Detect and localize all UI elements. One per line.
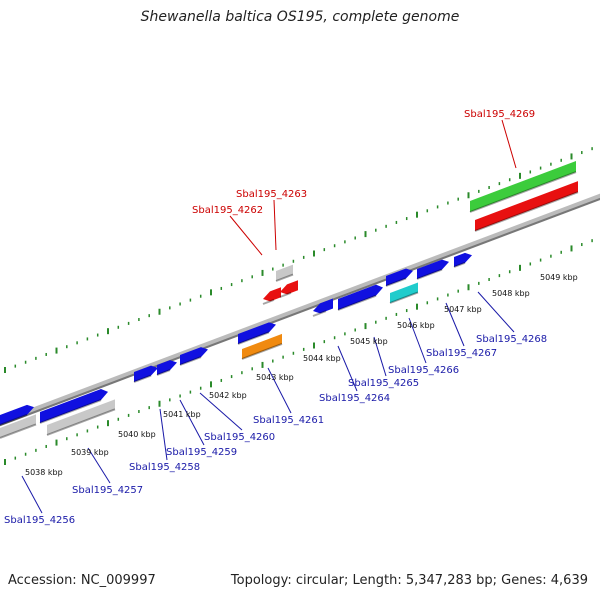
gene-label-bottom: Sbal195_4260: [204, 432, 275, 443]
leader-line: [373, 336, 387, 377]
tick-label: 5041 kbp: [163, 410, 201, 419]
tick-label: 5045 kbp: [350, 337, 388, 346]
feature-cds-4262: [262, 287, 281, 305]
feature-misc-orange: [241, 333, 283, 360]
leader-line: [199, 392, 243, 431]
gene-label-bottom: Sbal195_4256: [4, 515, 75, 526]
gene-label-bottom: Sbal195_4268: [476, 334, 547, 345]
tick-label: 5044 kbp: [303, 354, 341, 363]
gene-label-bottom: Sbal195_4265: [348, 378, 419, 389]
leader-line: [273, 199, 277, 251]
tick-label: 5042 kbp: [209, 391, 247, 400]
leader-line: [229, 215, 263, 256]
tick-label: 5049 kbp: [540, 273, 578, 282]
feature-cds-4265: [337, 284, 383, 311]
feature-cds-4257: [39, 389, 108, 424]
leader-line: [87, 447, 111, 484]
leader-line: [501, 119, 517, 169]
feature-cds-4267: [416, 259, 449, 280]
leader-line: [408, 317, 427, 364]
tick-label: 5047 kbp: [444, 305, 482, 314]
feature-cds-4266: [385, 268, 413, 287]
tick-label: 5039 kbp: [71, 448, 109, 457]
leader-line: [21, 475, 43, 514]
map-title: Shewanella baltica OS195, complete genom…: [140, 9, 460, 25]
feature-pseudo-2: [46, 399, 116, 436]
leader-line: [337, 345, 358, 392]
ruler-top: [4, 147, 593, 373]
gene-label-bottom: Sbal195_4264: [319, 393, 390, 404]
tick-label: 5048 kbp: [492, 289, 530, 298]
tick-label: 5038 kbp: [25, 468, 63, 477]
tick-label: 5040 kbp: [118, 430, 156, 439]
ruler-bottom: [4, 239, 593, 465]
tick-label: 5043 kbp: [256, 373, 294, 382]
leader-line: [477, 291, 515, 333]
leader-line: [159, 408, 168, 461]
feature-pseudo-1: [0, 414, 37, 439]
gene-label-bottom: Sbal195_4267: [426, 348, 497, 359]
labels: 5038 kbp 5039 kbp 5040 kbp 5041 kbp 5042 kbp…: [4, 109, 578, 526]
feature-cds-4268: [453, 252, 472, 268]
feature-cds-4260: [179, 347, 208, 366]
feature-cds-4263: [279, 280, 298, 298]
feature-blocks: [0, 161, 579, 439]
feature-cds-4261: [237, 322, 276, 345]
feature-cds-4259: [156, 360, 177, 376]
feature-cds-4256: [0, 404, 34, 426]
feature-rna-4269: [469, 161, 577, 213]
gene-label-bottom: Sbal195_4258: [129, 462, 200, 473]
feature-misc-cyan: [389, 282, 419, 304]
gene-label-top: Sbal195_4263: [236, 189, 307, 200]
feature-cds-4258: [133, 365, 158, 383]
gene-label-top: Sbal195_4262: [192, 205, 263, 216]
leader-line: [445, 302, 465, 347]
label-leader-lines: [21, 119, 517, 514]
gene-label-top: Sbal195_4269: [464, 109, 535, 120]
feature-cds-4264: [312, 298, 333, 317]
gene-label-bottom: Sbal195_4257: [72, 485, 143, 496]
topology-text: Topology: circular; Length: 5,347,283 bp…: [230, 573, 588, 588]
ruler-lines: [4, 147, 593, 465]
feature-pseudo-3: [275, 264, 294, 282]
feature-cds-4269: [474, 181, 579, 232]
genome-backbone: [0, 193, 600, 427]
genome-backbone-shadow: [0, 197, 600, 427]
accession-text: Accession: NC_009997: [8, 573, 156, 588]
leader-line: [267, 367, 292, 414]
tick-label: 5046 kbp: [397, 321, 435, 330]
gene-label-bottom: Sbal195_4259: [166, 447, 237, 458]
gene-label-bottom: Sbal195_4261: [253, 415, 324, 426]
leader-line: [179, 399, 205, 446]
gene-label-bottom: Sbal195_4266: [388, 365, 459, 376]
